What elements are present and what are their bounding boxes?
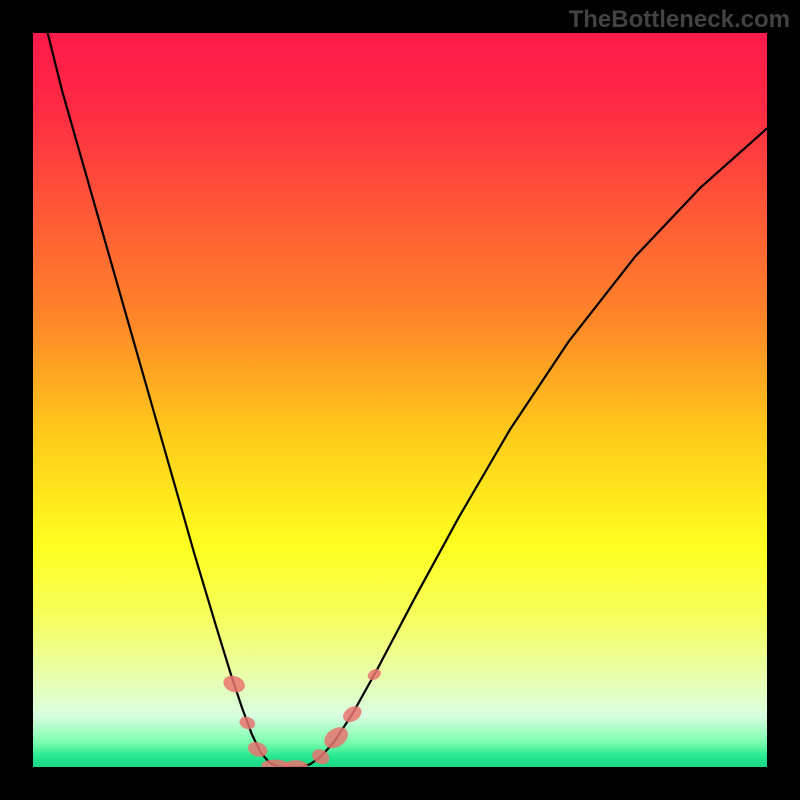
watermark-text: TheBottleneck.com <box>569 6 790 34</box>
chart-background <box>33 33 767 767</box>
chart-svg <box>33 33 767 767</box>
chart-plot-area <box>33 33 767 767</box>
